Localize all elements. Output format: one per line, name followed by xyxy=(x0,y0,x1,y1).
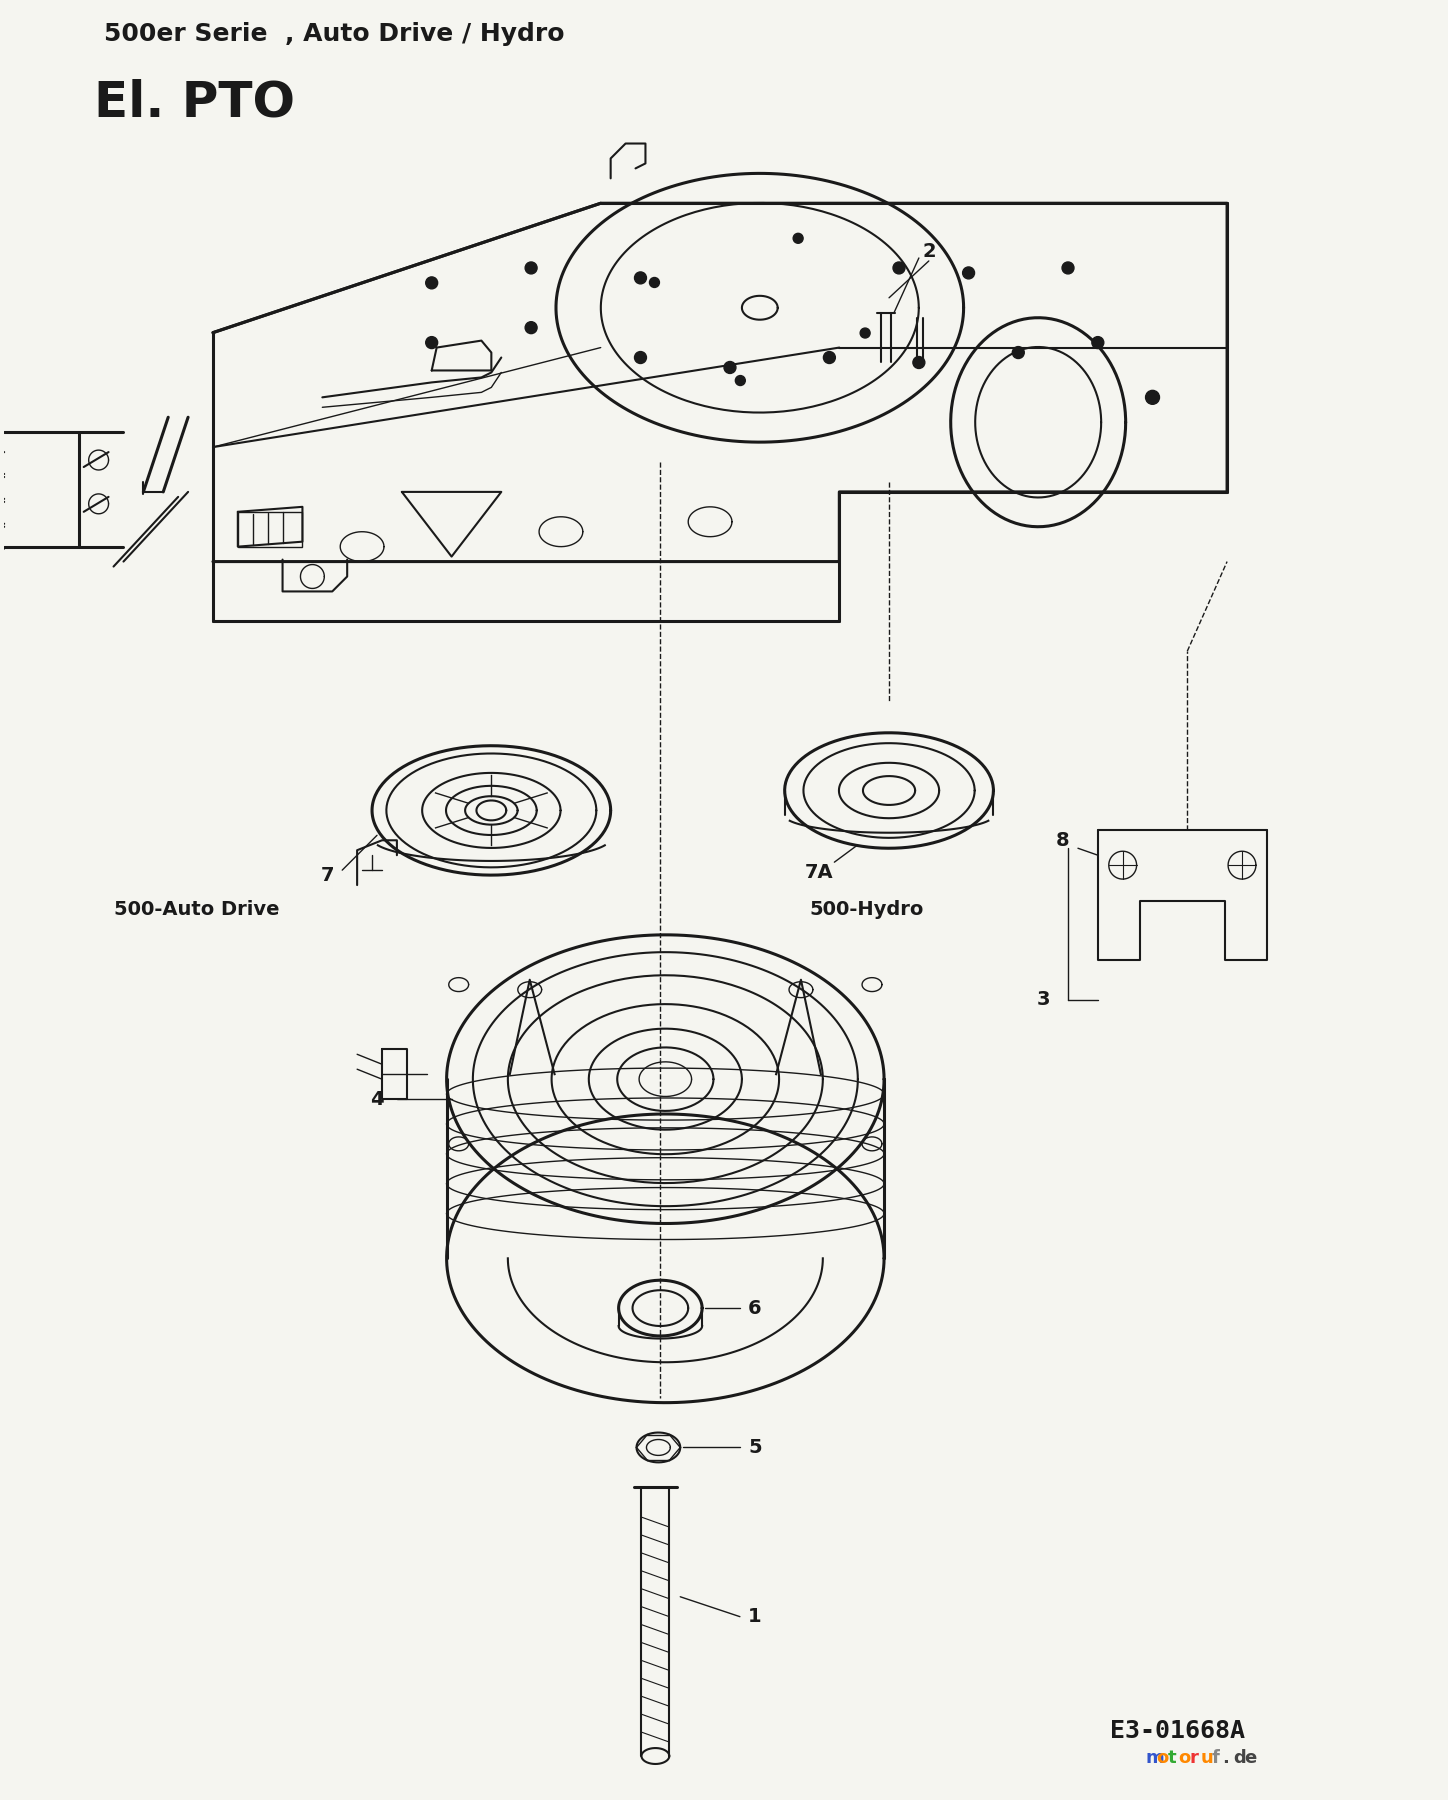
Text: 500er Serie  , Auto Drive / Hydro: 500er Serie , Auto Drive / Hydro xyxy=(104,22,565,47)
Text: El. PTO: El. PTO xyxy=(94,79,294,126)
Circle shape xyxy=(736,376,746,385)
Text: 8: 8 xyxy=(1056,832,1070,850)
Circle shape xyxy=(526,322,537,333)
Text: 500-Auto Drive: 500-Auto Drive xyxy=(113,900,279,920)
Circle shape xyxy=(893,263,905,274)
Circle shape xyxy=(824,351,835,364)
Text: 7: 7 xyxy=(320,866,334,884)
Circle shape xyxy=(526,263,537,274)
Circle shape xyxy=(860,328,870,338)
Circle shape xyxy=(912,356,925,369)
Bar xyxy=(237,511,303,547)
Circle shape xyxy=(1092,337,1103,349)
Text: t: t xyxy=(1167,1750,1176,1768)
Circle shape xyxy=(724,362,736,373)
Text: f: f xyxy=(1211,1750,1219,1768)
Text: 1: 1 xyxy=(749,1607,762,1625)
Text: 6: 6 xyxy=(749,1298,762,1318)
Circle shape xyxy=(1012,347,1024,358)
Text: e: e xyxy=(1244,1750,1257,1768)
Text: 4: 4 xyxy=(371,1089,384,1109)
Circle shape xyxy=(1145,391,1160,405)
Circle shape xyxy=(426,337,437,349)
Text: u: u xyxy=(1200,1750,1213,1768)
Circle shape xyxy=(794,234,804,243)
Text: 2: 2 xyxy=(922,241,935,261)
Text: o: o xyxy=(1157,1750,1169,1768)
Circle shape xyxy=(634,351,646,364)
Text: r: r xyxy=(1189,1750,1197,1768)
Circle shape xyxy=(1061,263,1074,274)
Circle shape xyxy=(650,277,659,288)
Text: E3-01668A: E3-01668A xyxy=(1109,1719,1245,1742)
Text: 7A: 7A xyxy=(805,862,834,882)
Text: o: o xyxy=(1179,1750,1190,1768)
Text: 3: 3 xyxy=(1037,990,1050,1010)
Text: .: . xyxy=(1222,1750,1229,1768)
Text: 5: 5 xyxy=(749,1438,762,1456)
Text: m: m xyxy=(1145,1750,1164,1768)
Circle shape xyxy=(963,266,975,279)
Text: d: d xyxy=(1234,1750,1245,1768)
Text: 500-Hydro: 500-Hydro xyxy=(809,900,924,920)
Circle shape xyxy=(426,277,437,288)
Circle shape xyxy=(634,272,646,284)
